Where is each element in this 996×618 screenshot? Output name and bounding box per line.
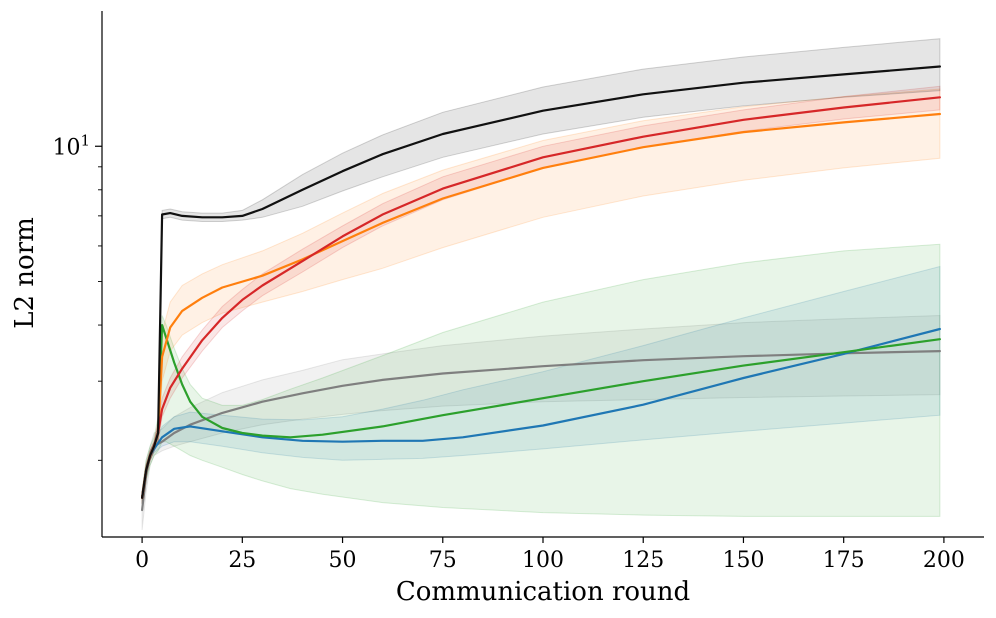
- band-gray: [141, 314, 941, 530]
- band-green: [141, 243, 941, 517]
- x-tick-label: 175: [823, 548, 865, 573]
- band-red: [141, 85, 941, 504]
- band-blue: [141, 265, 941, 504]
- x-tick-label: 25: [228, 548, 256, 573]
- series-lines: [141, 65, 942, 512]
- band-orange: [141, 88, 941, 504]
- y-axis-label: L2 norm: [10, 217, 40, 329]
- x-tick-label: 125: [622, 548, 664, 573]
- y-tick-label: 101: [52, 131, 90, 160]
- x-tick-label: 200: [923, 548, 965, 573]
- x-tick-label: 100: [522, 548, 564, 573]
- x-tick-label: 50: [329, 548, 357, 573]
- band-black: [141, 38, 941, 504]
- x-tick-label: 150: [722, 548, 764, 573]
- series-line-black: [141, 65, 942, 499]
- confidence-bands: [141, 38, 941, 530]
- x-tick-label: 75: [429, 548, 457, 573]
- x-axis-label: Communication round: [396, 577, 690, 607]
- axes: 0 25 50 75 100 125 150 175 200 101: [52, 11, 984, 573]
- x-tick-label: 0: [135, 548, 149, 573]
